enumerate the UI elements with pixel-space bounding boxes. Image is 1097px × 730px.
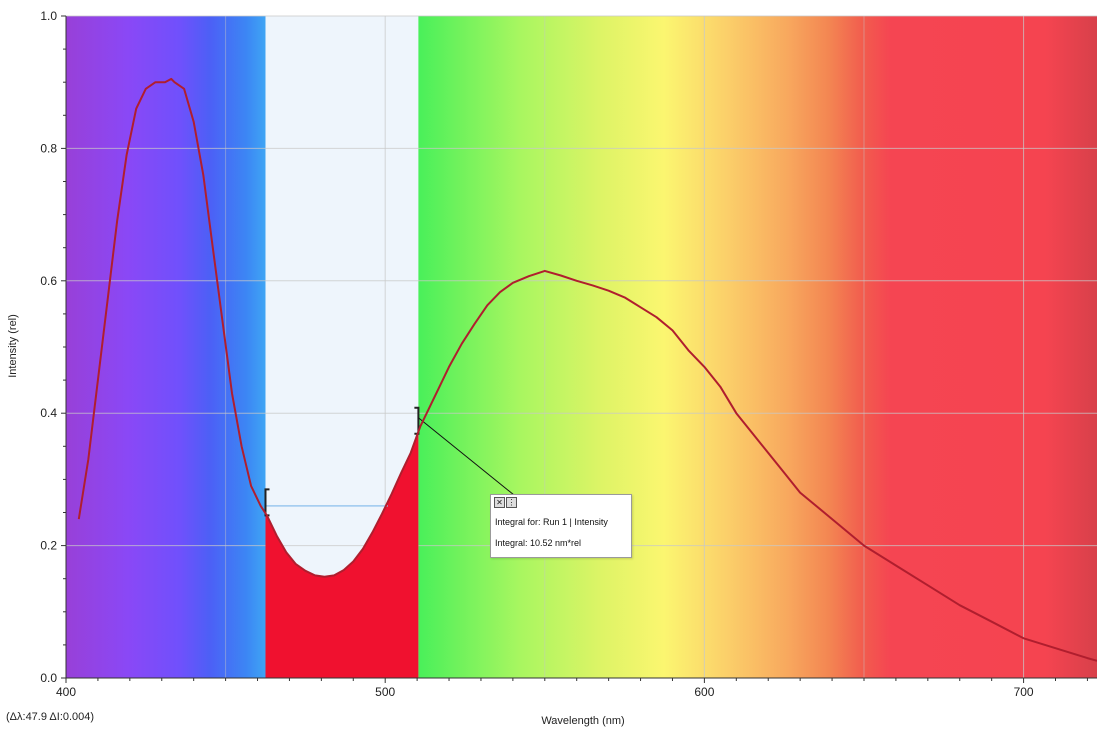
y-tick-label: 0.4	[40, 406, 57, 420]
y-tick-label: 1.0	[40, 9, 57, 23]
y-tick-label: 0.6	[40, 274, 57, 288]
integral-value: Integral: 10.52 nm*rel	[495, 538, 582, 548]
options-icon[interactable]: ⋮	[506, 497, 517, 508]
integral-title: Integral for: Run 1 | Intensity	[495, 517, 608, 527]
y-tick-label: 0.8	[40, 141, 57, 155]
delta-readout: (Δλ:47.9 ΔI:0.004)	[6, 711, 95, 723]
integral-region[interactable]	[264, 406, 515, 678]
x-axis-label: Wavelength (nm)	[541, 715, 624, 727]
y-tick-label: 0.2	[40, 539, 57, 553]
y-axis-label: Intensity (rel)	[7, 314, 19, 378]
x-tick-label: 400	[56, 685, 76, 699]
annotation-leader-line	[418, 417, 515, 496]
integral-annotation-box[interactable]: ✕ ⋮ Integral for: Run 1 | Intensity Inte…	[490, 494, 632, 558]
x-tick-label: 500	[375, 685, 395, 699]
integral-end-bracket[interactable]	[414, 406, 420, 435]
spectrum-fill	[66, 16, 1097, 678]
close-icon[interactable]: ✕	[494, 497, 505, 508]
axes: 400 500 600 700 0.0 0.2 0.4 0.6 0.8 1.0	[40, 9, 1097, 699]
spectrum-background	[66, 16, 1097, 678]
x-tick-label: 700	[1014, 685, 1034, 699]
series-line-run-1	[77, 77, 1097, 662]
x-tick-label: 600	[694, 685, 714, 699]
y-tick-label: 0.0	[40, 671, 57, 685]
series-layer	[77, 77, 1097, 662]
integral-fill-area	[265, 431, 419, 678]
